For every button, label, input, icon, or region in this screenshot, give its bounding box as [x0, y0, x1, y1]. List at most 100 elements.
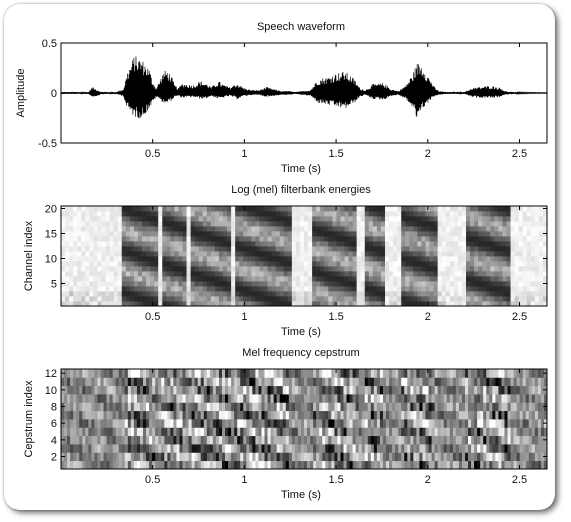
filterbank-cell	[146, 281, 151, 287]
cepstrum-cell	[373, 427, 378, 437]
cepstrum-cell	[483, 444, 487, 453]
cepstrum-cell	[67, 402, 71, 412]
filterbank-cell	[336, 251, 341, 257]
cepstrum-cell	[322, 385, 326, 395]
filterbank-cell	[231, 246, 236, 252]
filterbank-xlabel: Time (s)	[281, 326, 321, 338]
filterbank-cell	[490, 286, 495, 292]
cepstrum-cell	[373, 377, 378, 387]
filterbank-cell	[429, 211, 434, 217]
filterbank-cell	[299, 271, 305, 277]
filterbank-cell	[530, 281, 536, 287]
cepstrum-cell	[401, 419, 405, 428]
cepstrum-cell	[179, 394, 183, 403]
filterbank-cell	[255, 246, 260, 252]
cepstrum-cell	[376, 394, 381, 403]
filterbank-cell	[166, 271, 171, 277]
filterbank-cell	[518, 251, 524, 257]
filterbank-cell	[283, 246, 289, 252]
filterbank-cell	[478, 256, 483, 262]
filterbank-cell	[194, 251, 200, 257]
filterbank-cell	[328, 231, 333, 237]
cepstrum-cell	[379, 444, 384, 453]
filterbank-cell	[360, 221, 366, 227]
filterbank-cell	[279, 211, 285, 217]
filterbank-cell	[133, 241, 139, 247]
filterbank-cell	[518, 211, 524, 217]
cepstrum-cell	[285, 444, 290, 453]
cepstrum-cell	[215, 444, 220, 453]
filterbank-cell	[65, 266, 70, 272]
filterbank-cell	[437, 256, 443, 262]
filterbank-cell	[166, 226, 171, 232]
cepstrum-cell	[510, 460, 514, 470]
filterbank-cell	[433, 256, 439, 262]
cepstrum-cell	[300, 402, 305, 412]
filterbank-cell	[150, 221, 155, 227]
filterbank-cell	[129, 276, 135, 282]
cepstrum-cell	[431, 444, 436, 453]
cepstrum-cell	[343, 410, 347, 420]
cepstrum-cell	[279, 385, 284, 395]
cepstrum-cell	[149, 427, 153, 437]
cepstrum-cell	[401, 444, 405, 453]
cepstrum-cell	[246, 427, 250, 437]
filterbank-cell	[247, 296, 252, 302]
filterbank-cell	[295, 226, 301, 232]
filterbank-cell	[77, 246, 82, 252]
filterbank-cell	[101, 246, 106, 252]
filterbank-cell	[542, 211, 548, 217]
filterbank-cell	[202, 261, 208, 267]
cepstrum-cell	[297, 427, 302, 437]
cepstrum-cell	[173, 435, 177, 445]
cepstrum-cell	[103, 427, 107, 437]
cepstrum-cell	[425, 435, 429, 445]
filterbank-cell	[146, 221, 151, 227]
filterbank-cell	[101, 301, 106, 307]
cepstrum-cell	[85, 394, 89, 403]
filterbank-cell	[210, 276, 216, 282]
cepstrum-cell	[64, 452, 68, 462]
cepstrum-cell	[346, 435, 350, 445]
cepstrum-cell	[343, 452, 347, 462]
cepstrum-cell	[440, 394, 445, 403]
filterbank-cell	[376, 266, 382, 272]
cepstrum-cell	[522, 444, 527, 453]
filterbank-cell	[482, 221, 487, 227]
cepstrum-cell	[85, 410, 89, 420]
cepstrum-cell	[443, 444, 448, 453]
filterbank-cell	[385, 246, 390, 252]
filterbank-cell	[109, 301, 115, 307]
filterbank-cell	[461, 281, 467, 287]
filterbank-cell	[287, 291, 293, 297]
filterbank-cell	[324, 266, 329, 272]
cepstrum-cell	[288, 410, 293, 420]
cepstrum-cell	[471, 369, 475, 378]
cepstrum-cell	[386, 377, 390, 387]
filterbank-cell	[332, 211, 337, 217]
filterbank-cell	[466, 216, 471, 222]
cepstrum-cell	[130, 427, 135, 437]
cepstrum-cell	[358, 460, 363, 470]
cepstrum-cell	[510, 377, 514, 387]
filterbank-cell	[304, 236, 309, 242]
filterbank-cell	[502, 276, 507, 282]
cepstrum-cell	[106, 410, 110, 420]
cepstrum-cell	[149, 444, 153, 453]
cepstrum-cell	[270, 410, 275, 420]
filterbank-cell	[445, 241, 451, 247]
cepstrum-cell	[243, 385, 247, 395]
filterbank-cell	[121, 206, 127, 212]
filterbank-cell	[486, 226, 491, 232]
filterbank-cell	[344, 251, 349, 257]
filterbank-cell	[77, 221, 82, 227]
cepstrum-cell	[489, 394, 493, 403]
cepstrum-cell	[471, 402, 475, 412]
cepstrum-cell	[540, 377, 545, 387]
filterbank-cell	[490, 271, 495, 277]
filterbank-cell	[231, 281, 236, 287]
filterbank-cell	[81, 236, 86, 242]
filterbank-cell	[295, 296, 301, 302]
cepstrum-cell	[307, 452, 311, 462]
filterbank-cell	[320, 221, 325, 227]
